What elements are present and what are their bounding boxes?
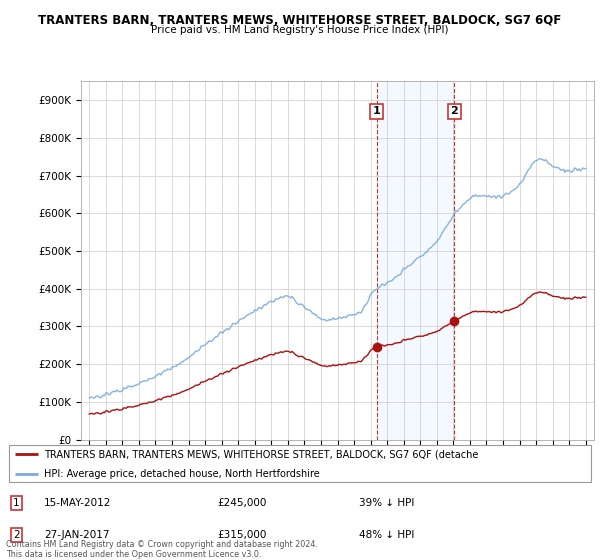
FancyBboxPatch shape [9,445,591,482]
Text: 1: 1 [13,498,20,507]
Text: 48% ↓ HPI: 48% ↓ HPI [359,530,414,540]
Text: 27-JAN-2017: 27-JAN-2017 [44,530,110,540]
Text: 2: 2 [451,106,458,116]
Text: HPI: Average price, detached house, North Hertfordshire: HPI: Average price, detached house, Nort… [44,469,320,479]
Text: TRANTERS BARN, TRANTERS MEWS, WHITEHORSE STREET, BALDOCK, SG7 6QF: TRANTERS BARN, TRANTERS MEWS, WHITEHORSE… [38,14,562,27]
Text: Price paid vs. HM Land Registry's House Price Index (HPI): Price paid vs. HM Land Registry's House … [151,25,449,35]
Text: 2: 2 [13,530,20,540]
Text: Contains HM Land Registry data © Crown copyright and database right 2024.
This d: Contains HM Land Registry data © Crown c… [6,540,318,559]
Text: £315,000: £315,000 [218,530,267,540]
Text: TRANTERS BARN, TRANTERS MEWS, WHITEHORSE STREET, BALDOCK, SG7 6QF (detache: TRANTERS BARN, TRANTERS MEWS, WHITEHORSE… [44,449,479,459]
Bar [377,81,454,440]
Text: 1: 1 [373,106,380,116]
Text: 39% ↓ HPI: 39% ↓ HPI [359,498,414,507]
Text: £245,000: £245,000 [218,498,267,507]
Text: 15-MAY-2012: 15-MAY-2012 [44,498,112,507]
